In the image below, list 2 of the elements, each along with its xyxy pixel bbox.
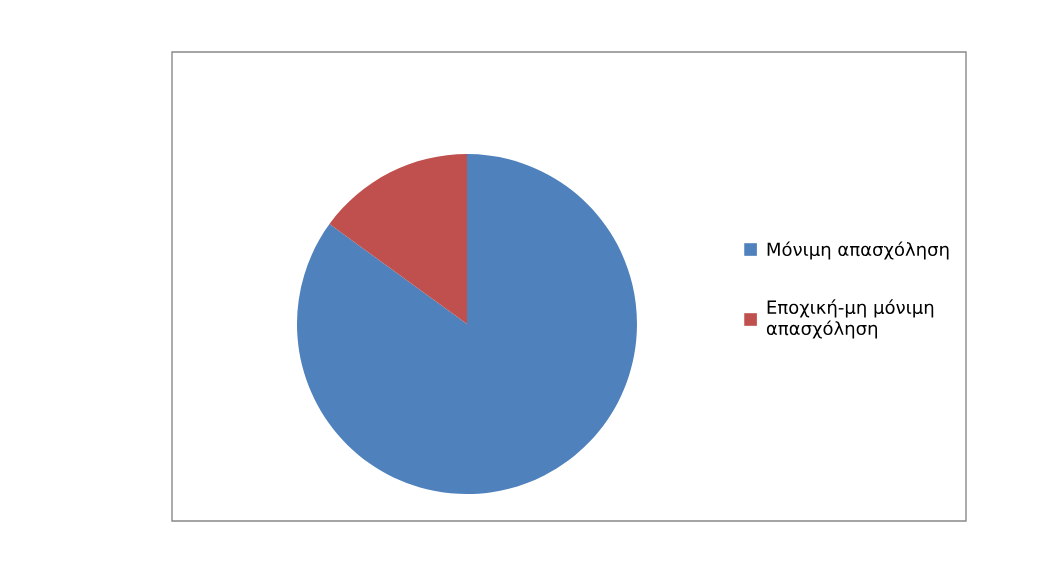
legend-label: Εποχική-μη μόνιμη απασχόληση [766, 299, 934, 339]
legend-label: Μόνιμη απασχόληση [767, 241, 949, 260]
